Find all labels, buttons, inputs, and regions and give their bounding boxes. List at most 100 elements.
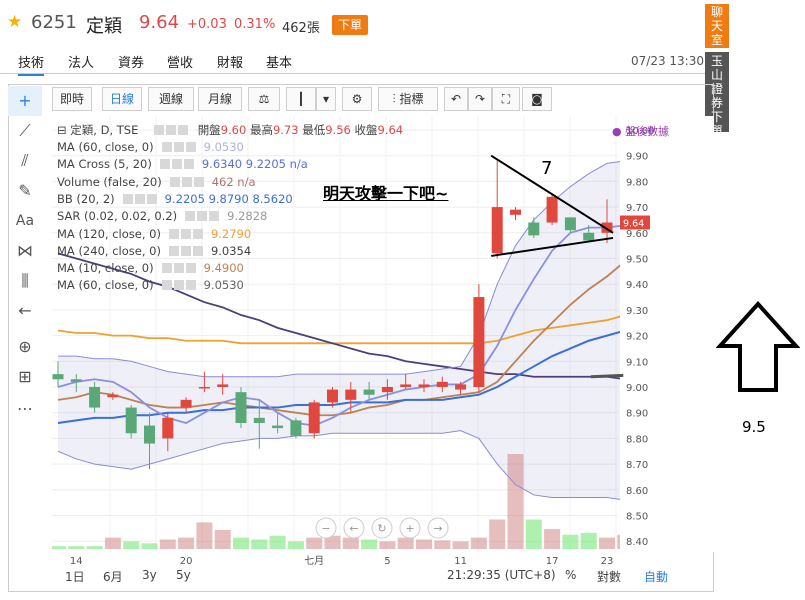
settings-icon[interactable] bbox=[197, 211, 208, 222]
close-icon[interactable] bbox=[185, 280, 196, 291]
candle-body bbox=[528, 222, 540, 236]
close-icon[interactable] bbox=[185, 263, 196, 274]
trend-line-icon[interactable]: ⟋ bbox=[19, 121, 31, 140]
favorite-star-icon[interactable]: ★ bbox=[7, 12, 23, 32]
eye-icon[interactable] bbox=[161, 280, 172, 291]
candle-body bbox=[125, 407, 137, 434]
tab-institutional[interactable]: 法人 bbox=[68, 56, 95, 71]
eye-icon[interactable] bbox=[169, 176, 180, 187]
volume-bar bbox=[52, 546, 66, 549]
settings-icon[interactable] bbox=[180, 245, 191, 256]
candlesticks bbox=[52, 160, 613, 470]
close-icon[interactable] bbox=[209, 211, 220, 222]
brush-icon[interactable]: ✎ bbox=[18, 181, 32, 200]
crosshair-icon[interactable]: + bbox=[8, 86, 42, 116]
tab-margin[interactable]: 資券 bbox=[118, 56, 145, 71]
nav-circle-button bbox=[399, 517, 421, 539]
candle-body bbox=[235, 392, 247, 423]
price-chart[interactable]: 10.00 9.90 9.80 9.70 9.60 9.50 9.40 9.30 9.20 9.1… bbox=[52, 116, 714, 566]
eye-icon[interactable] bbox=[168, 245, 179, 256]
settings-icon[interactable] bbox=[134, 193, 145, 204]
after-hours-link[interactable]: ● 盤後數據 bbox=[612, 123, 669, 139]
legend-row: MA (120, close, 0) 9.2790 bbox=[57, 227, 251, 243]
order-button[interactable]: 下單 bbox=[332, 15, 368, 35]
pattern-tool-icon[interactable]: ⋈ bbox=[17, 241, 33, 260]
candle-body bbox=[308, 402, 320, 434]
close-label: 收盤 bbox=[354, 123, 378, 137]
interval-weekly-button[interactable]: 週線 bbox=[148, 87, 194, 111]
interval-monthly-button[interactable]: 月線 bbox=[198, 87, 242, 111]
range-3y-button[interactable]: 3y bbox=[142, 568, 157, 582]
compare-scale-icon[interactable]: ⚖ bbox=[248, 87, 280, 111]
candle-type-icon[interactable]: ┃ bbox=[286, 87, 316, 111]
volume-bar bbox=[452, 541, 469, 549]
close-icon[interactable] bbox=[192, 228, 203, 239]
tab-financials[interactable]: 財報 bbox=[217, 56, 244, 71]
range-5y-button[interactable]: 5y bbox=[176, 568, 191, 582]
text-tool-icon[interactable]: Aa bbox=[15, 213, 35, 229]
volume-bar bbox=[416, 539, 432, 549]
zoom-in-icon[interactable]: ⊕ bbox=[18, 337, 32, 356]
close-icon[interactable] bbox=[192, 245, 203, 256]
tab-revenue[interactable]: 營收 bbox=[167, 56, 194, 71]
candle-body bbox=[345, 389, 357, 400]
more-tools-icon[interactable]: ⋯ bbox=[17, 399, 33, 418]
percent-scale-button[interactable]: % bbox=[565, 568, 577, 582]
close-icon[interactable] bbox=[193, 176, 204, 187]
fib-tool-icon[interactable]: ⫽ bbox=[21, 151, 29, 170]
settings-icon[interactable] bbox=[166, 125, 177, 135]
settings-icon[interactable] bbox=[173, 280, 184, 291]
fullscreen-icon[interactable]: ⛶ bbox=[492, 87, 520, 111]
eye-icon[interactable] bbox=[122, 193, 133, 204]
volume-bar bbox=[544, 529, 561, 549]
close-icon[interactable] bbox=[178, 125, 189, 135]
eye-icon[interactable] bbox=[161, 142, 172, 152]
trade-volume: 462張 bbox=[282, 21, 320, 36]
settings-icon[interactable] bbox=[181, 176, 192, 187]
collapse-icon[interactable]: ⊟ bbox=[57, 123, 71, 137]
chevron-down-icon[interactable]: ▾ bbox=[316, 87, 336, 111]
eye-icon[interactable] bbox=[168, 228, 179, 239]
settings-icon[interactable] bbox=[173, 142, 184, 152]
undo-icon[interactable]: ↶ bbox=[444, 87, 468, 111]
volume-bar bbox=[434, 540, 451, 549]
settings-icon[interactable] bbox=[180, 228, 191, 239]
tab-technical[interactable]: 技術 bbox=[18, 52, 45, 76]
triangle-upper-line bbox=[490, 154, 614, 234]
eye-icon[interactable] bbox=[159, 159, 170, 170]
section-tabs: 技術 法人 資券 營收 財報 基本 07/23 13:30 bbox=[0, 48, 710, 76]
candle-body bbox=[52, 374, 64, 380]
position-tool-icon[interactable]: ⫼ bbox=[21, 271, 29, 290]
chat-room-button[interactable]: 聊天室 bbox=[705, 4, 729, 48]
legend-symbol: 定穎, D, TSE bbox=[70, 123, 139, 137]
redo-icon[interactable]: ↷ bbox=[468, 87, 492, 111]
series-line bbox=[57, 430, 626, 501]
close-icon[interactable] bbox=[146, 193, 157, 204]
last-price-badge bbox=[620, 215, 650, 230]
close-icon[interactable] bbox=[183, 159, 194, 170]
tab-basic[interactable]: 基本 bbox=[266, 56, 293, 71]
close-icon[interactable] bbox=[185, 142, 196, 152]
settings-icon[interactable] bbox=[173, 263, 184, 274]
interval-realtime-button[interactable]: 即時 bbox=[52, 87, 92, 111]
arrow-left-icon[interactable]: ← bbox=[18, 301, 32, 320]
stock-name: 定穎 bbox=[86, 16, 122, 37]
volume-bar bbox=[269, 535, 286, 549]
auto-scale-button[interactable]: 自動 bbox=[644, 570, 669, 584]
measure-icon[interactable]: ⊞ bbox=[18, 367, 32, 386]
open-label: 開盤 bbox=[197, 123, 221, 137]
settings-icon[interactable] bbox=[171, 159, 182, 170]
eye-icon[interactable] bbox=[185, 211, 196, 222]
range-1d-button[interactable]: 1日 bbox=[65, 570, 85, 584]
eye-icon[interactable] bbox=[161, 263, 172, 274]
y-tick-label: 8.50 bbox=[626, 512, 648, 523]
eye-icon[interactable] bbox=[154, 125, 165, 135]
camera-icon[interactable]: ◙ bbox=[522, 87, 552, 111]
range-6m-button[interactable]: 6月 bbox=[103, 570, 123, 584]
log-scale-button[interactable]: 對數 bbox=[597, 570, 622, 584]
interval-daily-button[interactable]: 日線 bbox=[102, 87, 142, 111]
legend-indicator-label: MA Cross (5, 20) bbox=[57, 157, 152, 172]
indicators-button[interactable]: ⫶ 指標 bbox=[378, 87, 438, 111]
settings-gear-icon[interactable]: ⚙ bbox=[342, 87, 372, 111]
volume-bar bbox=[525, 519, 542, 549]
